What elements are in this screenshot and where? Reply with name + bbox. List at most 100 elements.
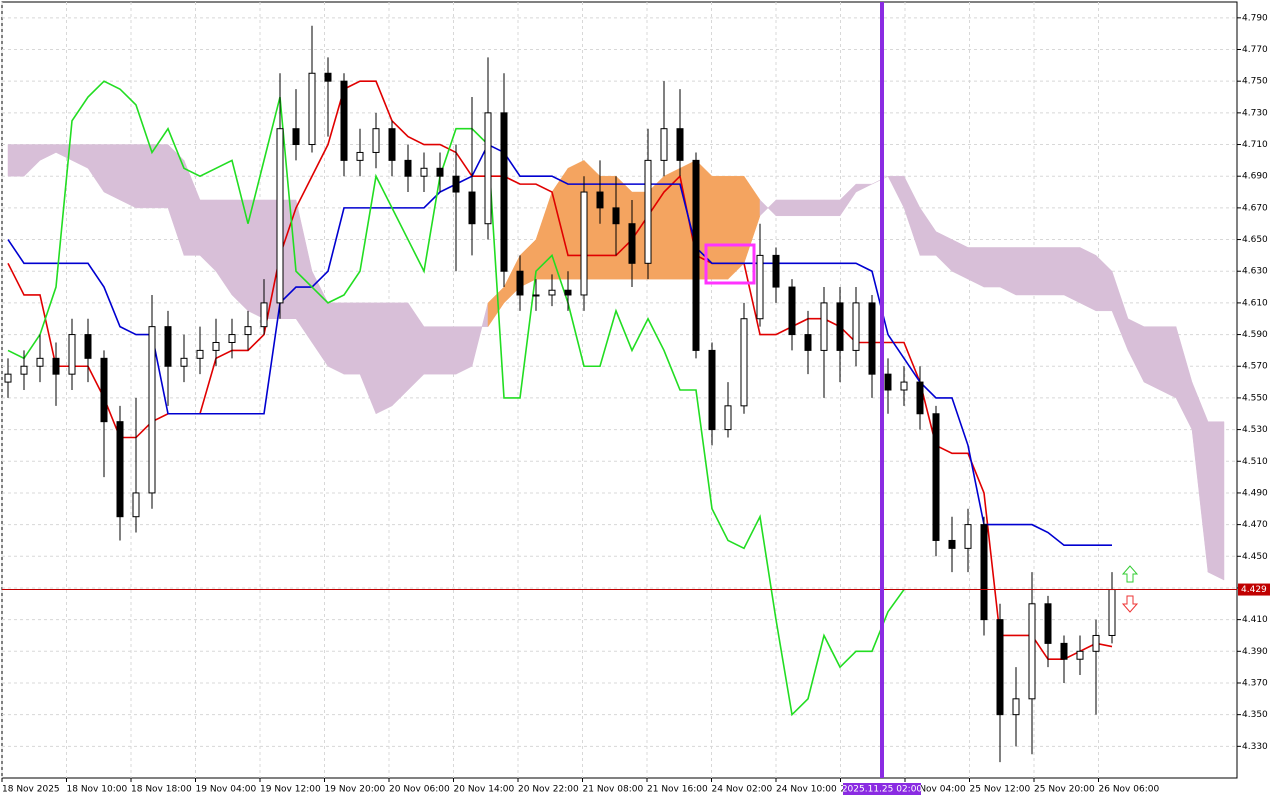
cloud-segment	[1063, 247, 1081, 304]
x-tick-label: 21 Nov 16:00	[647, 785, 708, 795]
y-tick-label: 4.510	[1242, 457, 1268, 467]
candle-body	[164, 326, 172, 367]
candle-body	[868, 302, 876, 375]
cloud-segment	[151, 144, 169, 209]
up-arrow	[1121, 565, 1139, 583]
candle-body	[996, 619, 1004, 716]
y-tick-label: 4.710	[1242, 140, 1268, 150]
down-arrow	[1121, 595, 1139, 613]
cloud-segment	[119, 144, 137, 209]
price-label-bg	[1238, 583, 1270, 596]
plot	[2, 2, 1237, 778]
candle-body	[724, 405, 732, 431]
candle-body	[356, 151, 364, 161]
cloud-segment	[1207, 421, 1225, 581]
candle-body	[932, 413, 940, 541]
candle-body	[1028, 603, 1036, 700]
candle-body	[468, 191, 476, 225]
x-tick-label: 25 Nov 20:00	[1034, 785, 1095, 795]
cloud-segment	[999, 247, 1017, 296]
candle-body	[292, 128, 300, 146]
y-tick-label: 4.450	[1242, 552, 1268, 562]
candle-body	[532, 294, 540, 297]
candle-body	[372, 128, 380, 153]
x-tick-label: 24 Nov 10:00	[776, 785, 837, 795]
candle-body	[452, 175, 460, 193]
x-tick-label: 20 Nov 06:00	[389, 785, 450, 795]
x-tick-label: 19 Nov 12:00	[260, 785, 321, 795]
x-tick-label: 25 Nov 12:00	[970, 785, 1031, 795]
y-tick-label: 4.410	[1242, 615, 1268, 625]
candle-body	[916, 381, 924, 415]
candle-body	[1092, 634, 1100, 652]
cloud-segment	[1047, 247, 1065, 296]
candle-body	[484, 112, 492, 225]
candle-body	[1044, 603, 1052, 644]
y-tick-label: 4.730	[1242, 108, 1268, 118]
y-tick-label: 4.330	[1242, 742, 1268, 752]
candle-body	[148, 326, 156, 494]
candle-body	[564, 289, 572, 296]
candle-body	[244, 326, 252, 336]
cloud-segment	[791, 199, 809, 217]
cloud-segment	[455, 326, 473, 375]
candle-body	[628, 223, 636, 264]
x-tick-label: 18 Nov 18:00	[131, 785, 192, 795]
candle-body	[756, 254, 764, 320]
x-tick-label: 25 Nov 04:00	[905, 785, 966, 795]
candle-body	[612, 207, 620, 225]
cloud-segment	[775, 199, 793, 217]
cloud-segment	[7, 144, 25, 177]
candle-body	[340, 80, 348, 161]
candle-body	[132, 492, 140, 518]
candle-body	[36, 357, 44, 367]
cloud-segment	[983, 247, 1001, 288]
y-tick-label: 4.570	[1242, 362, 1268, 372]
indicator-line	[7, 143, 1112, 546]
y-tick-label: 4.630	[1242, 267, 1268, 277]
candle-body	[1076, 650, 1084, 660]
cloud-segment	[1143, 326, 1161, 391]
candle-body	[980, 524, 988, 621]
candle-body	[1108, 589, 1116, 636]
candle-body	[516, 270, 524, 296]
cloud-segment	[423, 326, 441, 375]
candle-body	[180, 357, 188, 367]
x-tick-label: 20 Nov 22:00	[518, 785, 579, 795]
cloud-segment	[391, 302, 409, 407]
candle-body	[692, 159, 700, 351]
candle-body	[884, 373, 892, 391]
candle-body	[660, 128, 668, 161]
y-tick-label: 4.530	[1242, 425, 1268, 435]
axes: 4.3304.3504.3704.3904.4104.4304.4504.470…	[1, 13, 1270, 795]
cloud-segment	[327, 302, 345, 375]
y-tick-label: 4.590	[1242, 330, 1268, 340]
cloud-segment	[823, 199, 841, 217]
y-tick-label: 4.690	[1242, 172, 1268, 182]
highlight-box	[704, 243, 756, 285]
candle-body	[644, 159, 652, 264]
x-tick-label: 24 Nov 02:00	[712, 785, 773, 795]
candle-body	[580, 191, 588, 296]
y-tick-label: 4.550	[1242, 393, 1268, 403]
vertical-marker-label-bg	[843, 783, 921, 795]
cloud-segment	[439, 326, 457, 375]
candle-body	[228, 334, 236, 343]
x-tick-label: 21 Nov 08:00	[583, 785, 644, 795]
candle-body	[116, 421, 124, 518]
candle-body	[100, 357, 108, 423]
candle-body	[388, 128, 396, 161]
y-tick-label: 4.610	[1242, 298, 1268, 308]
y-tick-label: 4.470	[1242, 520, 1268, 530]
candle-body	[212, 341, 220, 351]
candle-body	[772, 254, 780, 288]
x-tick-label: 19 Nov 20:00	[325, 785, 386, 795]
cloud-segment	[103, 144, 121, 201]
candle-body	[500, 112, 508, 272]
candle-body	[1012, 698, 1020, 716]
x-tick-label: 19 Nov 04:00	[196, 785, 257, 795]
cloud-segment	[247, 199, 265, 320]
x-tick-label: 26 Nov 06:00	[1099, 785, 1160, 795]
candle-body	[404, 159, 412, 177]
cloud-segment	[375, 302, 393, 415]
